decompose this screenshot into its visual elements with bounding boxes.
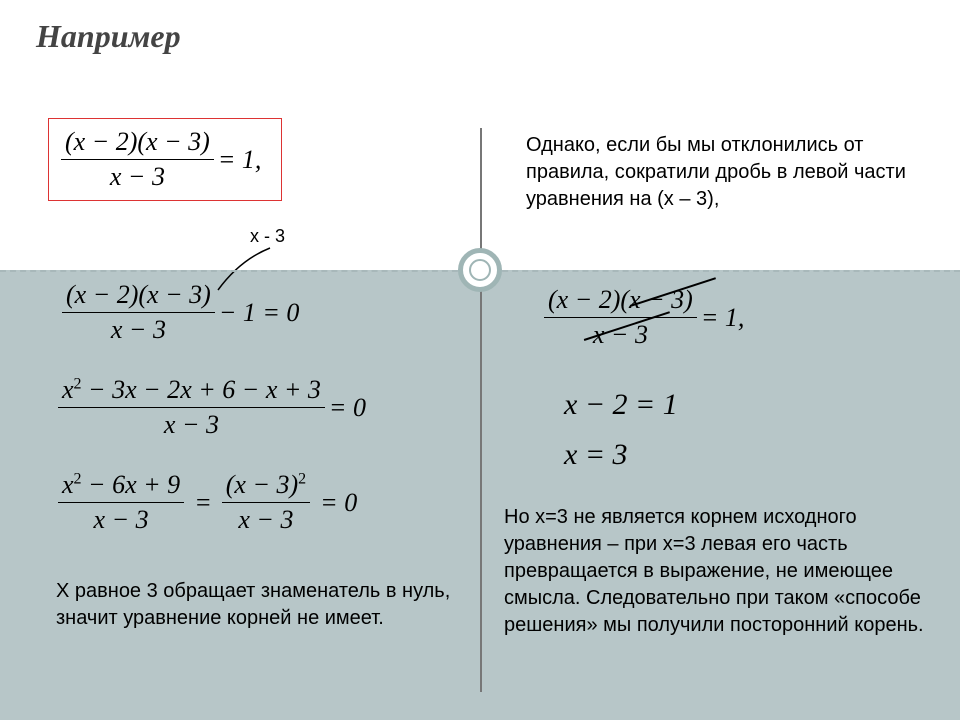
left-eq4a-den: x − 3 <box>90 503 153 535</box>
left-eq-3: x2 − 3x − 2x + 6 − x + 3 x − 3 = 0 <box>54 375 366 440</box>
right-eq-3: x = 3 <box>564 438 628 472</box>
right-intro-text: Однако, если бы мы отклонились от правил… <box>526 132 926 213</box>
left-eq2-num: (x − 2)(x − 3) <box>62 280 215 312</box>
right-conclusion-text: Но x=3 не является корнем исходного урав… <box>504 504 934 639</box>
boxed-denominator: x − 3 <box>106 160 169 192</box>
boxed-equation: (x − 2)(x − 3) x − 3 = 1, <box>48 118 282 201</box>
vertical-divider <box>480 128 482 692</box>
right-eq-2: x − 2 = 1 <box>564 388 678 422</box>
left-eq-2: (x − 2)(x − 3) x − 3 − 1 = 0 <box>58 280 299 345</box>
left-eq2-den: x − 3 <box>107 313 170 345</box>
annotation-x-minus-3: x - 3 <box>250 226 285 247</box>
slide-title: Например <box>36 18 181 55</box>
right-eq-1: (x − 2)(x − 3) x − 3 = 1, <box>540 285 744 350</box>
center-ring-icon <box>458 248 502 292</box>
left-eq3-den: x − 3 <box>160 408 223 440</box>
left-eq2-rhs: − 1 = 0 <box>219 298 300 328</box>
boxed-rhs: = 1, <box>218 145 262 175</box>
left-eq4b-den: x − 3 <box>234 503 297 535</box>
left-eq3-rhs: = 0 <box>329 393 366 423</box>
left-eq-4: x2 − 6x + 9 x − 3 = (x − 3)2 x − 3 = 0 <box>54 470 357 535</box>
left-eq4-rhs: = 0 <box>320 488 357 518</box>
right-eq1-rhs: = 1, <box>701 303 745 333</box>
boxed-numerator: (x − 2)(x − 3) <box>61 127 214 159</box>
left-conclusion-text: X равное 3 обращает знаменатель в нуль, … <box>56 578 456 632</box>
